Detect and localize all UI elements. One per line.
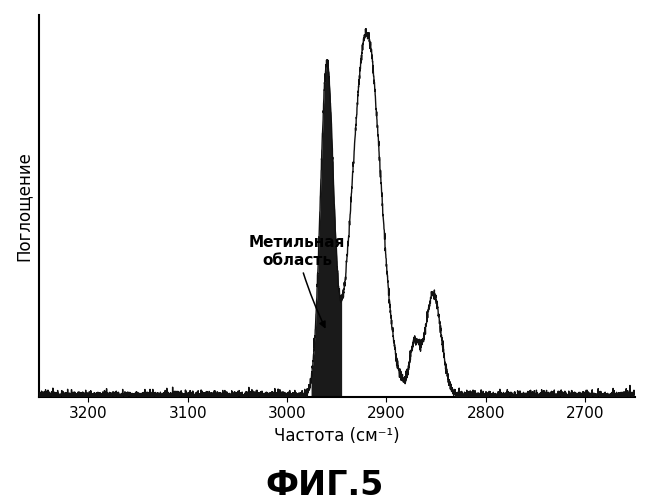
Text: ФИГ.5: ФИГ.5 (266, 469, 384, 500)
Y-axis label: Поглощение: Поглощение (15, 151, 33, 261)
Text: Метильная
область: Метильная область (249, 235, 345, 327)
X-axis label: Частота (см⁻¹): Частота (см⁻¹) (274, 427, 400, 445)
